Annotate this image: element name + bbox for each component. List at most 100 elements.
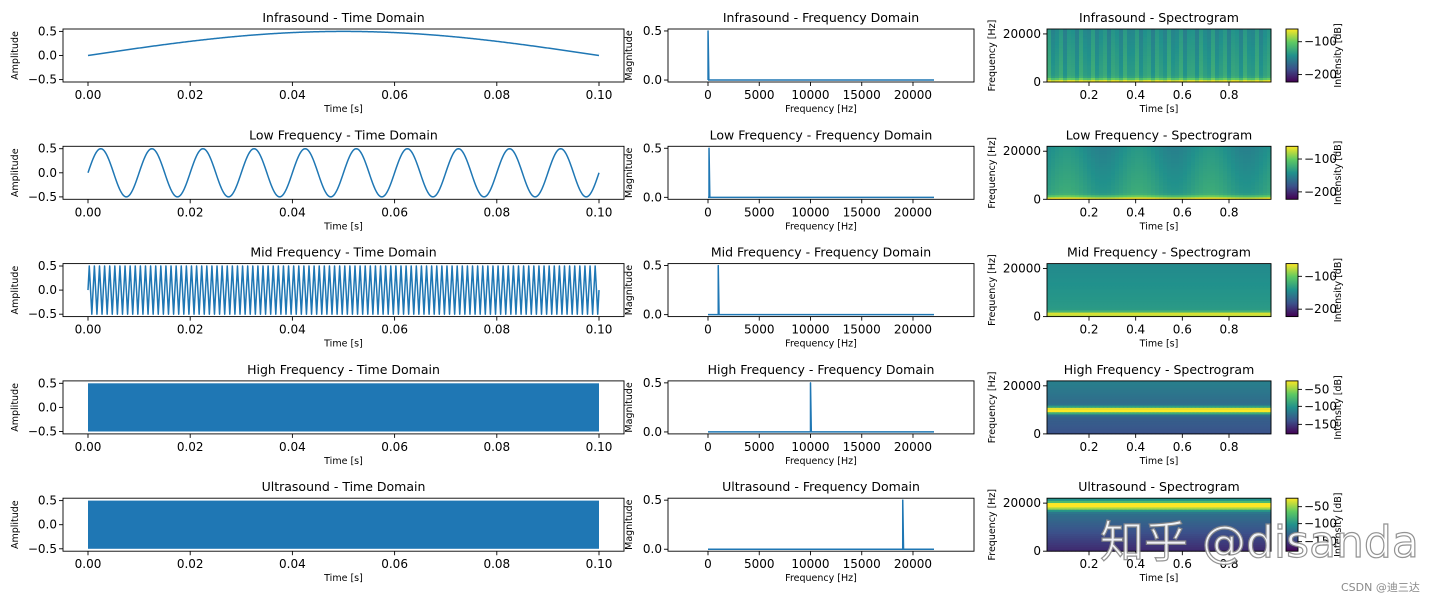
- x-tick-label: 0.08: [483, 88, 510, 102]
- colorbar: [1286, 263, 1298, 317]
- panel-title: High Frequency - Frequency Domain: [708, 362, 935, 377]
- x-tick-label: 0.00: [75, 323, 102, 337]
- y-tick-label: 0: [1033, 544, 1041, 558]
- x-tick-label: 0.10: [586, 205, 613, 219]
- y-axis-label: Magnitude: [624, 30, 635, 80]
- spectrogram-heatmap: [1047, 380, 1272, 435]
- x-axis-label: Frequency [Hz]: [785, 456, 857, 467]
- spectrogram-heatmap: [1047, 146, 1272, 200]
- x-tick-label: 20000: [894, 323, 932, 337]
- panel-low-spectrogram: Low Frequency - Spectrogram Time [s] Frequ…: [987, 127, 1344, 232]
- panel-infrasound-spectrogram: Infrasound - Spectrogram Time [s] Frequenc…: [987, 10, 1344, 115]
- x-tick-label: 0.08: [483, 205, 510, 219]
- watermark-main: 知乎 @disanda: [1100, 517, 1419, 568]
- panel-title: Mid Frequency - Frequency Domain: [711, 245, 931, 260]
- x-axis-label: Time [s]: [1139, 573, 1179, 584]
- y-tick-label: 0.0: [643, 73, 662, 87]
- axes-frame: [667, 28, 975, 83]
- panel-ultra-spectrogram: Ultrasound - Spectrogram Time [s] Frequenc…: [987, 479, 1344, 584]
- colorbar-tick-label: −200: [1304, 302, 1337, 316]
- x-tick-label: 0.6: [1173, 88, 1192, 102]
- x-tick-label: 0.08: [483, 440, 510, 454]
- y-tick-label: 0.0: [38, 49, 57, 63]
- x-axis-label: Time [s]: [323, 221, 363, 232]
- panel-ultra-time: Ultrasound - Time Domain Time [s] Amplitud…: [10, 479, 625, 584]
- axes-frame: [1046, 28, 1272, 83]
- y-axis-label: Amplitude: [10, 383, 21, 432]
- y-axis-label: Amplitude: [10, 31, 21, 80]
- x-tick-label: 0.8: [1219, 323, 1238, 337]
- colorbar-label: Intensity [dB]: [1333, 141, 1344, 205]
- x-tick-label: 0.00: [75, 440, 102, 454]
- y-tick-label: −0.5: [28, 73, 57, 87]
- y-tick-label: 0.5: [643, 493, 662, 507]
- x-tick-label: 0.02: [177, 205, 204, 219]
- x-tick-label: 0.2: [1079, 557, 1098, 571]
- x-tick-label: 0.10: [586, 88, 613, 102]
- y-axis-label: Magnitude: [624, 499, 635, 549]
- colorbar-frame: [1285, 380, 1299, 435]
- colorbar-tick-label: −100: [1304, 399, 1337, 413]
- colorbar-tick-label: −150: [1304, 535, 1337, 549]
- panel-title: Ultrasound - Time Domain: [262, 479, 426, 494]
- time-signal-band: [88, 500, 599, 549]
- spectrum-line: [708, 147, 934, 199]
- x-tick-label: 0.06: [381, 205, 408, 219]
- x-tick-label: 0.04: [279, 88, 306, 102]
- panel-title: Mid Frequency - Spectrogram: [1067, 245, 1251, 260]
- x-tick-label: 10000: [791, 557, 829, 571]
- panel-title: Low Frequency - Spectrogram: [1066, 127, 1252, 142]
- y-axis-label: Frequency [Hz]: [987, 254, 998, 326]
- x-tick-label: 0.6: [1173, 323, 1192, 337]
- y-tick-label: 0.5: [38, 494, 57, 508]
- panel-low-time: Low Frequency - Time Domain Time [s] Ampli…: [10, 127, 625, 232]
- x-tick-label: 0.00: [75, 88, 102, 102]
- x-tick-label: 0: [704, 323, 712, 337]
- x-tick-label: 0.02: [177, 323, 204, 337]
- panel-high-time: High Frequency - Time Domain Time [s] Ampl…: [10, 362, 625, 467]
- colorbar-tick-label: −100: [1304, 152, 1337, 166]
- x-axis-label: Time [s]: [1139, 339, 1179, 350]
- y-tick-label: 0.5: [38, 376, 57, 390]
- panel-mid-time: Mid Frequency - Time Domain Time [s] Ampli…: [10, 245, 625, 350]
- x-tick-label: 0.8: [1219, 557, 1238, 571]
- x-axis-label: Time [s]: [1139, 221, 1179, 232]
- x-tick-label: 0.4: [1126, 440, 1145, 454]
- colorbar-tick-label: −150: [1304, 417, 1337, 431]
- panel-mid-spectrum: Mid Frequency - Frequency Domain Frequenc…: [624, 245, 975, 350]
- y-tick-label: 0: [1033, 192, 1041, 206]
- x-tick-label: 0.04: [279, 323, 306, 337]
- y-tick-label: 0.5: [643, 141, 662, 155]
- y-tick-label: 0.0: [643, 308, 662, 322]
- colorbar-label: Intensity [dB]: [1333, 493, 1344, 557]
- y-tick-label: 20000: [1003, 379, 1041, 393]
- x-tick-label: 0.00: [75, 557, 102, 571]
- y-tick-label: 0.0: [38, 283, 57, 297]
- panel-title: High Frequency - Spectrogram: [1064, 362, 1255, 377]
- x-tick-label: 0.6: [1173, 205, 1192, 219]
- panel-low-spectrum: Low Frequency - Frequency Domain Frequenc…: [624, 127, 975, 232]
- y-axis-label: Frequency [Hz]: [987, 372, 998, 444]
- panel-title: Low Frequency - Frequency Domain: [710, 127, 933, 142]
- colorbar-tick-label: −50: [1304, 500, 1329, 514]
- axes-frame: [667, 380, 975, 435]
- x-tick-label: 0.2: [1079, 323, 1098, 337]
- x-tick-label: 0.06: [381, 88, 408, 102]
- x-tick-label: 15000: [843, 557, 881, 571]
- panel-high-spectrum: High Frequency - Frequency Domain Frequen…: [624, 362, 975, 467]
- y-axis-label: Frequency [Hz]: [987, 20, 998, 92]
- x-tick-label: 0.10: [586, 323, 613, 337]
- y-tick-label: 0.0: [38, 518, 57, 532]
- x-tick-label: 0.6: [1173, 557, 1192, 571]
- x-tick-label: 0.8: [1219, 88, 1238, 102]
- x-tick-label: 0.02: [177, 440, 204, 454]
- y-axis-label: Amplitude: [10, 266, 21, 315]
- spectrum-line: [708, 499, 934, 550]
- panel-high-spectrogram: High Frequency - Spectrogram Time [s] Freq…: [987, 362, 1344, 467]
- y-tick-label: 0: [1033, 75, 1041, 89]
- colorbar-tick-label: −100: [1304, 269, 1337, 283]
- x-tick-label: 20000: [894, 440, 932, 454]
- axes-frame: [1046, 145, 1272, 200]
- y-tick-label: 0.0: [38, 400, 57, 414]
- x-tick-label: 20000: [894, 205, 932, 219]
